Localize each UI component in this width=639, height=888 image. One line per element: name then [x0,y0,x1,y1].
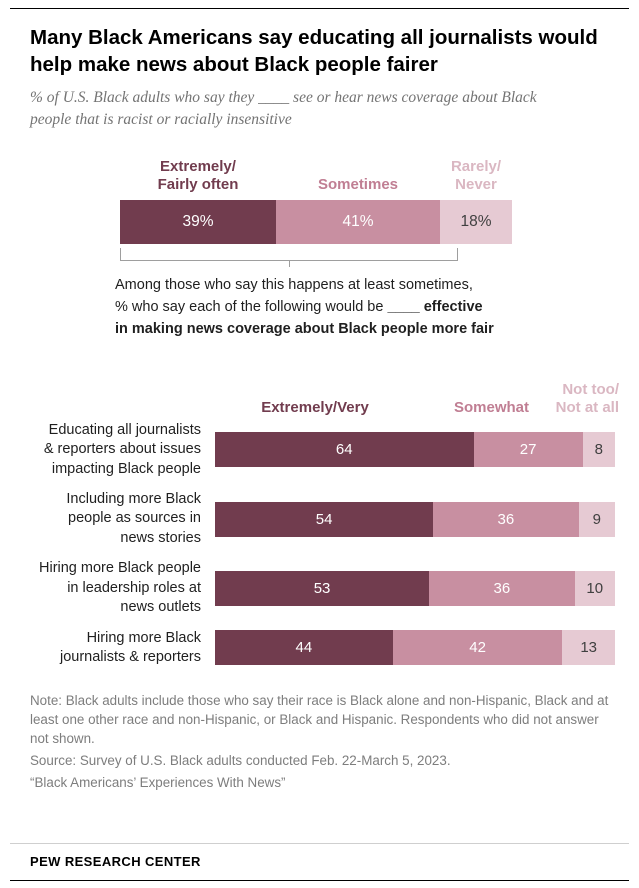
table-row: Including more Black people as sources i… [30,490,619,548]
category-label: Educating all journalists & reporters ab… [43,421,201,477]
bridge-line1: Among those who say this happens at leas… [115,277,473,294]
bar-segment: 36 [433,501,579,537]
bar-segment: 39% [120,200,276,245]
bar-segment: 27 [473,432,583,468]
bar-segment: 8 [582,432,615,468]
stacked-bar: 53 36 10 [215,570,619,606]
brand: PEW RESEARCH CENTER [30,854,201,869]
bar-segment: 13 [562,630,615,666]
table-row: Hiring more Black people in leadership r… [30,559,619,617]
bar-segment: 42 [392,630,563,666]
bar-segment: 18% [440,200,512,245]
bar-segment: 10 [574,570,615,606]
legend-extremely-very: Extremely/Very [261,398,369,416]
effectiveness-rows: Educating all journalists & reporters ab… [30,421,619,668]
notes-block: Note: Black adults include those who say… [30,691,615,792]
stacked-bar: 54 36 9 [215,501,619,537]
effectiveness-chart: Extremely/Very Somewhat Not too/ Not at … [30,375,619,668]
frequency-bar-labels: Extremely/ Fairly often Sometimes Rarely/ … [120,158,520,200]
page-subtitle: % of U.S. Black adults who say they ____… [30,89,537,128]
stacked-bar: 64 27 8 [215,432,619,468]
bridge-text: Among those who say this happens at leas… [115,275,585,340]
top-rule [10,8,629,9]
bar-segment: 9 [578,501,615,537]
bridge-line3-bold: in making news coverage about Black peop… [115,320,494,337]
segment-label: Sometimes [317,176,399,194]
bar-segment: 41% [276,200,440,245]
bridge-line2: % who say each of the following would be [115,299,388,316]
stacked-bar: 44 42 13 [215,630,619,666]
page-title: Many Black Americans say educating all j… [30,26,598,77]
bar-segment: 53 [215,570,430,606]
quote-text: “Black Americans’ Experiences With News” [30,775,286,791]
category-label: Hiring more Black people in leadership r… [39,560,201,616]
table-row: Educating all journalists & reporters ab… [30,421,619,479]
footer-divider [10,843,629,844]
segment-label: Rarely/ Never [450,158,502,194]
legend-row: Extremely/Very Somewhat Not too/ Not at … [215,375,619,421]
page-content: Many Black Americans say educating all j… [0,24,639,793]
subset-bracket [120,248,458,268]
frequency-chart: Extremely/ Fairly often Sometimes Rarely/ … [120,158,520,268]
bar-segment: 44 [215,630,393,666]
category-label: Including more Black people as sources i… [66,490,201,546]
segment-label: Extremely/ Fairly often [157,158,239,194]
table-row: Hiring more Black journalists & reporter… [30,629,619,668]
legend-not-too-not-at-all: Not too/ Not at all [555,380,619,416]
category-label: Hiring more Black journalists & reporter… [59,629,201,665]
note-text: Note: Black adults include those who say… [30,693,609,747]
frequency-bar: 39% 41% 18% [120,200,520,245]
bar-segment: 64 [215,432,474,468]
source-text: Source: Survey of U.S. Black adults cond… [30,753,451,769]
bridge-line2-bold: ____ effective [387,299,483,316]
bar-segment: 54 [215,501,434,537]
bottom-rule [10,880,629,881]
bar-segment: 36 [429,570,575,606]
legend-somewhat: Somewhat [453,398,529,416]
page-footer: PEW RESEARCH CENTER [10,843,629,881]
